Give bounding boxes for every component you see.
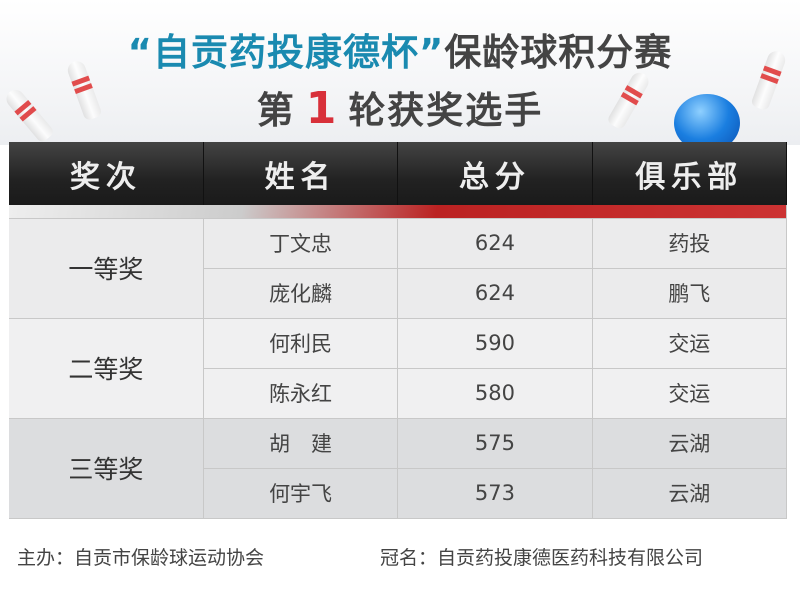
table-row: 三等奖胡 建 575 云湖 <box>9 418 788 519</box>
table-row: 二等奖 何利民 590 交运 <box>9 318 788 419</box>
page-title: “自贡药投康德杯”保龄球积分赛 <box>127 31 673 74</box>
column-header: 姓名 <box>203 142 399 205</box>
club-cell: 药投 <box>592 218 788 269</box>
name-cell: 陈永红 <box>203 368 399 419</box>
score-cell: 580 <box>397 368 593 419</box>
score-cell: 624 <box>397 218 593 269</box>
table-row: 一等奖 丁文忠 624 药投 <box>9 218 788 319</box>
name-cell: 庞化麟 <box>203 268 399 319</box>
score-cell: 573 <box>397 468 593 519</box>
results-table: 奖次 姓名 总分 俱乐部 一等奖 丁文忠 624 药投 庞化麟 624 鹏飞 二等奖 何利民 59… <box>9 142 788 519</box>
prize-cell: 二等奖 <box>9 318 204 419</box>
table-row: 庞化麟 624 鹏飞 <box>9 268 788 319</box>
club-cell: 交运 <box>592 318 788 369</box>
name-cell: 丁文忠 <box>203 218 399 269</box>
club-cell: 交运 <box>592 368 788 419</box>
page-subtitle: 第 1 轮获奖选手 <box>256 83 544 134</box>
column-header: 奖次 <box>9 142 204 205</box>
score-cell: 624 <box>397 268 593 319</box>
table-header: 奖次 姓名 总分 俱乐部 <box>9 142 788 205</box>
table-row: 陈永红 580 交运 <box>9 368 788 419</box>
host-text: 主办：自贡市保龄球运动协会 <box>17 547 265 569</box>
sponsor-text: 冠名：自贡药投康德医药科技有限公司 <box>380 547 704 569</box>
score-cell: 590 <box>397 318 593 369</box>
club-cell: 鹏飞 <box>592 268 788 319</box>
header-strip <box>9 205 787 219</box>
table-row: 何宇飞 573 云湖 <box>9 468 788 519</box>
name-cell: 何宇飞 <box>203 468 399 519</box>
club-cell: 云湖 <box>592 468 788 519</box>
name-cell: 胡 建 <box>203 418 399 469</box>
column-header: 总分 <box>397 142 593 205</box>
name-cell: 何利民 <box>203 318 399 369</box>
prize-cell: 三等奖 <box>9 418 204 519</box>
column-header: 俱乐部 <box>592 142 788 205</box>
header-background <box>0 0 800 145</box>
score-cell: 575 <box>397 418 593 469</box>
prize-cell: 一等奖 <box>9 218 204 319</box>
club-cell: 云湖 <box>592 418 788 469</box>
